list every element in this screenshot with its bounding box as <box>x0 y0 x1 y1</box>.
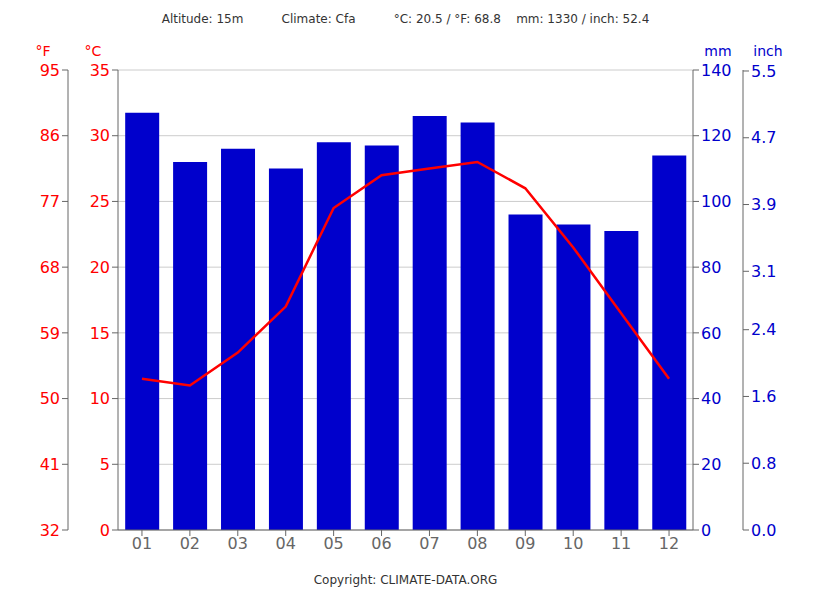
svg-text:11: 11 <box>611 534 631 553</box>
svg-text:02: 02 <box>180 534 200 553</box>
svg-text:50: 50 <box>40 389 60 408</box>
svg-text:3.1: 3.1 <box>751 262 776 281</box>
svg-text:60: 60 <box>701 324 721 343</box>
svg-text:1.6: 1.6 <box>751 387 776 406</box>
svg-text:120: 120 <box>701 126 732 145</box>
svg-text:5: 5 <box>100 455 110 474</box>
svg-text:32: 32 <box>40 521 60 540</box>
svg-text:°C: °C <box>85 43 102 59</box>
svg-text:20: 20 <box>701 455 721 474</box>
svg-text:01: 01 <box>132 534 152 553</box>
svg-text:2.4: 2.4 <box>751 320 776 339</box>
svg-text:86: 86 <box>40 126 60 145</box>
svg-text:08: 08 <box>467 534 487 553</box>
svg-text:4.7: 4.7 <box>751 128 776 147</box>
svg-text:3.9: 3.9 <box>751 195 776 214</box>
svg-text:77: 77 <box>40 192 60 211</box>
svg-text:100: 100 <box>701 192 732 211</box>
svg-text:05: 05 <box>323 534 343 553</box>
svg-text:0: 0 <box>100 521 110 540</box>
svg-text:25: 25 <box>90 192 110 211</box>
svg-text:95: 95 <box>40 61 60 80</box>
svg-text:09: 09 <box>515 534 535 553</box>
svg-text:0: 0 <box>701 521 711 540</box>
svg-text:30: 30 <box>90 126 110 145</box>
svg-text:20: 20 <box>90 258 110 277</box>
svg-text:mm: mm <box>704 43 731 59</box>
svg-text:07: 07 <box>419 534 439 553</box>
svg-text:10: 10 <box>90 389 110 408</box>
svg-text:59: 59 <box>40 324 60 343</box>
svg-text:°F: °F <box>35 43 50 59</box>
svg-text:0.0: 0.0 <box>751 521 776 540</box>
svg-text:06: 06 <box>371 534 391 553</box>
svg-text:5.5: 5.5 <box>751 62 776 81</box>
svg-text:41: 41 <box>40 455 60 474</box>
svg-text:inch: inch <box>753 43 782 59</box>
svg-text:04: 04 <box>276 534 296 553</box>
svg-text:03: 03 <box>228 534 248 553</box>
svg-text:68: 68 <box>40 258 60 277</box>
svg-text:0.8: 0.8 <box>751 454 776 473</box>
svg-text:10: 10 <box>563 534 583 553</box>
html-text:Altitude: 15m Climate: Cfa °C:: Altitude: 15m Climate: Cfa °C: 20.5 / °F… <box>161 12 650 26</box>
html-text:Copyright: CLIMATE-DATA.ORG: Copyright: CLIMATE-DATA.ORG <box>313 573 498 587</box>
svg-text:80: 80 <box>701 258 721 277</box>
svg-text:12: 12 <box>659 534 679 553</box>
svg-text:35: 35 <box>90 61 110 80</box>
svg-text:140: 140 <box>701 61 732 80</box>
svg-text:40: 40 <box>701 389 721 408</box>
svg-text:15: 15 <box>90 324 110 343</box>
